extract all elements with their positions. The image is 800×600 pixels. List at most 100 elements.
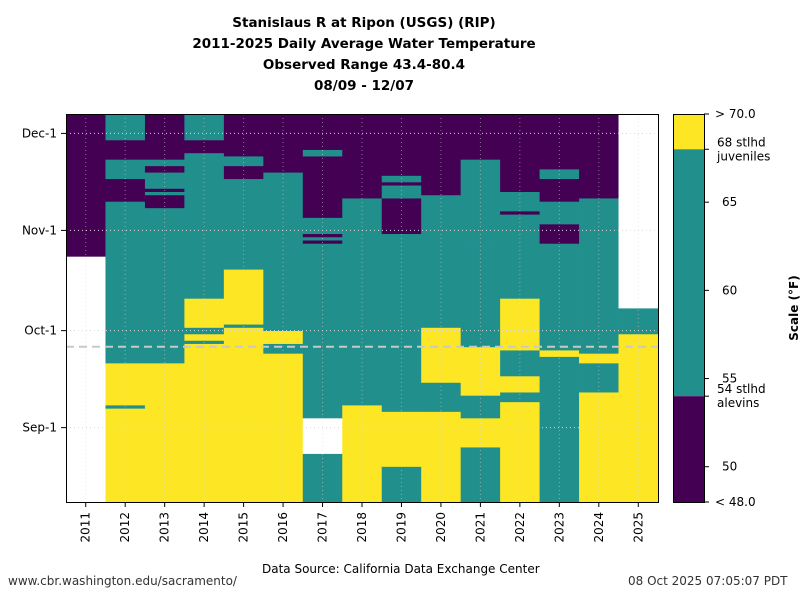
heatmap-cell-2014 bbox=[184, 114, 225, 141]
heatmap-cell-2021 bbox=[460, 159, 501, 247]
heatmap-cell-2019 bbox=[381, 181, 422, 186]
heatmap-cell-2019 bbox=[381, 198, 422, 218]
heatmap-cell-2017 bbox=[302, 217, 343, 231]
y-tick-label: Sep-1 bbox=[22, 421, 57, 435]
x-tick-label: 2012 bbox=[118, 512, 132, 543]
colorbar-threshold-sublabel: alevins bbox=[717, 396, 759, 410]
heatmap-cell-2023 bbox=[539, 223, 580, 244]
y-tick-label: Dec-1 bbox=[22, 126, 57, 140]
heatmap-cell-2023 bbox=[539, 114, 580, 170]
chart-title-line-1: Stanislaus R at Ripon (USGS) (RIP) bbox=[232, 15, 496, 31]
heatmap-cells bbox=[66, 114, 659, 503]
heatmap-cell-2024 bbox=[579, 198, 619, 354]
colorbar-band bbox=[673, 114, 704, 150]
heatmap-cell-2017 bbox=[302, 230, 343, 235]
x-tick-label: 2021 bbox=[473, 512, 487, 543]
heatmap-cell-2015 bbox=[223, 114, 264, 157]
colorbar-tick-label: 55 bbox=[722, 372, 737, 386]
heatmap-cell-2016 bbox=[263, 156, 304, 173]
heatmap-cell-2022 bbox=[500, 392, 540, 403]
heatmap-cell-2020 bbox=[421, 411, 462, 503]
colorbar-band bbox=[673, 149, 704, 397]
heatmap-cell-2017 bbox=[302, 453, 343, 503]
heatmap-cell-2021 bbox=[460, 114, 501, 160]
heatmap-cell-2012 bbox=[105, 159, 146, 180]
colorbar-threshold-sublabel: juveniles bbox=[716, 149, 770, 163]
heatmap-cell-2022 bbox=[500, 191, 540, 212]
x-tick-label: 2017 bbox=[316, 512, 330, 543]
heatmap-cell-2022 bbox=[500, 401, 540, 503]
heatmap-cell-2017 bbox=[302, 149, 343, 157]
colorbar-bottom-label: < 48.0 bbox=[715, 495, 756, 509]
heatmap-cell-2024 bbox=[579, 362, 619, 393]
heatmap-cell-2020 bbox=[421, 362, 462, 383]
heatmap-cell-2019 bbox=[381, 217, 422, 235]
heatmap-cell-2011 bbox=[66, 256, 106, 503]
heatmap-cell-2019 bbox=[381, 114, 422, 176]
heatmap-cell-2023 bbox=[539, 201, 580, 225]
heatmap-cell-2014 bbox=[184, 333, 225, 341]
heatmap-cell-2023 bbox=[539, 350, 580, 357]
heatmap-cell-2013 bbox=[144, 362, 185, 503]
colorbar-tick-label: 65 bbox=[722, 195, 737, 209]
heatmap-cell-2013 bbox=[144, 172, 185, 189]
heatmap-cell-2013 bbox=[144, 165, 185, 173]
heatmap-cell-2012 bbox=[105, 139, 146, 160]
colorbar-threshold-label: 54 stlhd bbox=[717, 382, 766, 396]
heatmap-cell-2022 bbox=[500, 214, 540, 299]
chart-title-line-4: 08/09 - 12/07 bbox=[313, 78, 414, 94]
heatmap-cell-2013 bbox=[144, 207, 185, 364]
heatmap-cell-2016 bbox=[263, 330, 304, 344]
heatmap-cell-2019 bbox=[381, 185, 422, 199]
heatmap-cell-2019 bbox=[381, 411, 422, 467]
x-tick-label: 2013 bbox=[158, 512, 172, 543]
heatmap-cell-2022 bbox=[500, 375, 540, 393]
colorbar-band bbox=[673, 396, 704, 502]
heatmap-cell-2022 bbox=[500, 211, 540, 215]
x-tick-label: 2011 bbox=[79, 512, 93, 543]
heatmap-cell-2015 bbox=[223, 324, 264, 328]
heatmap-cell-2016 bbox=[263, 343, 304, 354]
colorbar-tick-label: 60 bbox=[722, 283, 737, 297]
x-tick-label: 2020 bbox=[434, 512, 448, 543]
heatmap-cell-2015 bbox=[223, 269, 264, 325]
x-tick-label: 2014 bbox=[197, 512, 211, 543]
colorbar-frame bbox=[673, 114, 705, 503]
heatmap-cell-2019 bbox=[381, 466, 422, 503]
chart-title-line-2: 2011-2025 Daily Average Water Temperatur… bbox=[192, 36, 536, 52]
footer-source-url[interactable]: www.cbr.washington.edu/sacramento/ bbox=[8, 574, 237, 588]
footer-data-source: Data Source: California Data Exchange Ce… bbox=[262, 562, 540, 576]
heatmap-cell-2017 bbox=[302, 417, 343, 454]
heatmap-cell-2012 bbox=[105, 114, 146, 141]
heatmap-cell-2025 bbox=[618, 308, 659, 335]
heatmap-cell-2024 bbox=[579, 194, 619, 199]
x-tick-label: 2016 bbox=[276, 512, 290, 543]
heatmap-cell-2023 bbox=[539, 243, 580, 351]
heatmap-cell-2017 bbox=[302, 240, 343, 244]
colorbar-title: Scale (°F) bbox=[787, 275, 800, 340]
heatmap-cell-2015 bbox=[223, 165, 264, 180]
heatmap-cell-2013 bbox=[144, 191, 185, 196]
colorbar-top-label: > 70.0 bbox=[715, 107, 756, 121]
y-axis: Sep-1 Oct-1 Nov-1 Dec-1 bbox=[22, 126, 66, 435]
x-tick-label: 2019 bbox=[394, 512, 408, 543]
x-tick-label: 2022 bbox=[513, 512, 527, 543]
heatmap-cell-2013 bbox=[144, 114, 185, 160]
y-tick-label: Nov-1 bbox=[22, 223, 57, 237]
heatmap-cell-2021 bbox=[460, 333, 501, 348]
x-axis: 2011 2012 2013 2014 2015 2016 2017 2018 2019 2020… bbox=[79, 502, 645, 543]
heatmap-cell-2018 bbox=[342, 114, 383, 160]
heatmap-cell-2015 bbox=[223, 156, 264, 167]
heatmap-cell-2017 bbox=[302, 233, 343, 238]
heatmap-cell-2020 bbox=[421, 327, 462, 364]
heatmap-cell-2024 bbox=[579, 392, 619, 503]
x-tick-label: 2024 bbox=[592, 512, 606, 543]
heatmap-cell-2015 bbox=[223, 178, 264, 270]
x-tick-label: 2015 bbox=[237, 512, 251, 543]
heatmap-cell-2022 bbox=[500, 114, 540, 192]
heatmap-cell-2022 bbox=[500, 350, 540, 377]
heatmap-cell-2012 bbox=[105, 362, 146, 406]
heatmap-cell-2011 bbox=[66, 114, 106, 257]
heatmap-cell-2016 bbox=[263, 353, 304, 503]
